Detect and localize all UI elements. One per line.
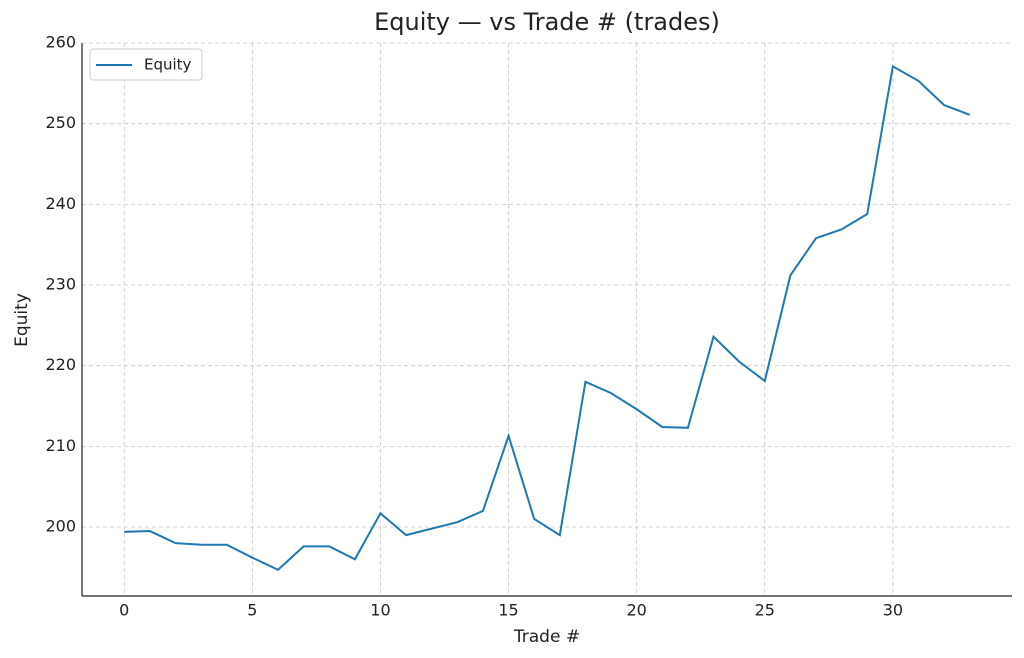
x-tick-label: 25 [755,601,775,620]
x-tick-label: 5 [247,601,257,620]
legend-box [89,48,203,81]
x-tick-label: 20 [626,601,646,620]
legend-label: Equity [144,56,192,74]
x-tick-label: 10 [370,601,390,620]
y-tick-label: 250 [45,113,76,132]
data-line [124,64,971,571]
x-tick-label: 0 [119,601,129,620]
x-tick-label: 30 [883,601,903,620]
y-axis-label: Equity [12,293,32,347]
y-tick-label: 220 [45,355,76,374]
y-tick-label: 210 [45,436,76,455]
y-tick-label: 260 [45,33,76,52]
y-tick-label: 240 [45,194,76,213]
chart-title: Equity — vs Trade # (trades) [374,8,720,36]
y-tick-label: 230 [45,275,76,294]
x-tick-label: 15 [498,601,518,620]
y-tick-label: 200 [45,517,76,536]
x-axis-label: Trade # [513,627,580,647]
